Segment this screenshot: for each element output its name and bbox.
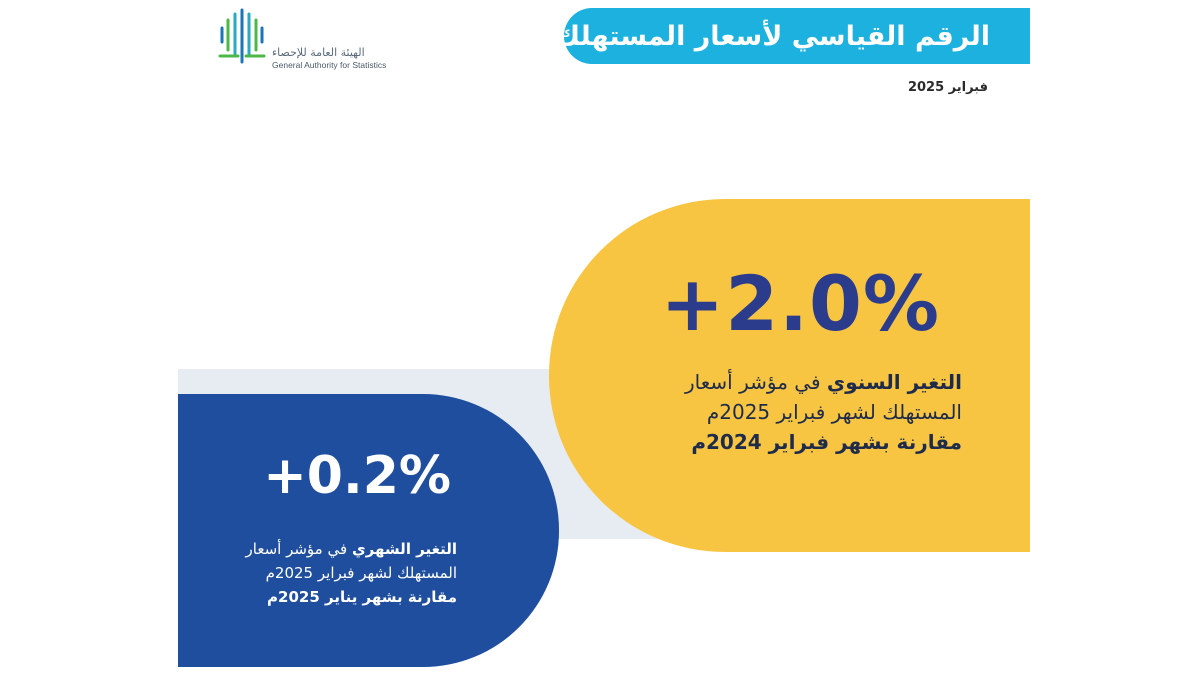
monthly-desc-line1: التغير الشهري في مؤشر أسعار xyxy=(197,537,457,561)
logo-name-ar: الهيئة العامة للإحصاء xyxy=(272,46,365,59)
monthly-change-description: التغير الشهري في مؤشر أسعار المستهلك لشه… xyxy=(197,537,457,609)
gastat-logo-icon xyxy=(218,8,266,64)
annual-desc-bold: التغير السنوي xyxy=(826,370,962,394)
monthly-desc-line2: المستهلك لشهر فبراير 2025م xyxy=(265,564,457,582)
annual-change-value: +2.0% xyxy=(660,259,940,348)
annual-desc-line2: المستهلك لشهر فبراير 2025م xyxy=(706,400,962,424)
monthly-change-value: +0.2% xyxy=(263,446,451,506)
annual-change-card: +2.0% التغير السنوي في مؤشر أسعار المسته… xyxy=(549,199,1030,552)
monthly-desc-bold: التغير الشهري xyxy=(351,540,457,558)
monthly-desc-line3: مقارنة بشهر يناير 2025م xyxy=(267,588,457,606)
annual-change-description: التغير السنوي في مؤشر أسعار المستهلك لشه… xyxy=(602,367,962,457)
monthly-desc-rest: في مؤشر أسعار xyxy=(245,540,352,558)
annual-desc-rest: في مؤشر أسعار xyxy=(685,370,827,394)
annual-desc-line3: مقارنة بشهر فبراير 2024م xyxy=(691,430,962,454)
title-banner: الرقم القياسي لأسعار المستهلك xyxy=(555,8,1030,64)
monthly-change-card: +0.2% التغير الشهري في مؤشر أسعار المسته… xyxy=(178,394,559,667)
logo-name-en: General Authority for Statistics xyxy=(272,60,387,70)
report-date: فبراير 2025 xyxy=(907,80,988,95)
gastat-logo: الهيئة العامة للإحصاء General Authority … xyxy=(218,6,428,70)
annual-desc-line1: التغير السنوي في مؤشر أسعار xyxy=(602,367,962,397)
page-title: الرقم القياسي لأسعار المستهلك xyxy=(555,20,990,52)
